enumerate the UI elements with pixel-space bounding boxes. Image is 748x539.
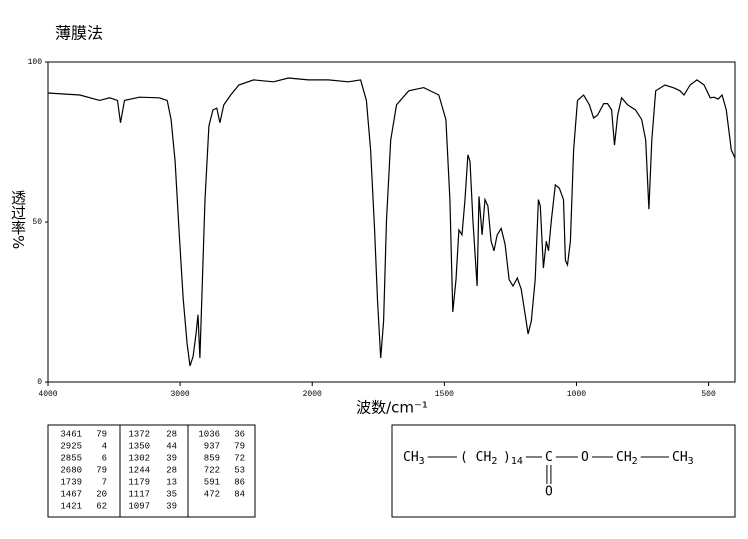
table-cell: 591 (204, 477, 220, 487)
table-cell: 13 (166, 477, 177, 487)
table-cell: 472 (204, 489, 220, 499)
table-cell: 1739 (60, 477, 82, 487)
table-cell: 1372 (128, 429, 150, 439)
table-cell: 20 (96, 489, 107, 499)
spectrum-line (47, 77, 736, 367)
y-axis-label: 透过率% (9, 190, 27, 249)
table-cell: 39 (166, 453, 177, 463)
formula-group: CH3 (403, 450, 425, 468)
formula-text: O (581, 450, 589, 465)
table-cell: 62 (96, 501, 107, 511)
formula-subscript: 3 (688, 456, 694, 467)
x-tick-label: 1500 (435, 390, 454, 399)
formula-subscript: 3 (419, 456, 425, 467)
table-cell: 3461 (60, 429, 82, 439)
formula-subscript: 2 (491, 456, 497, 467)
formula-text: CH (616, 450, 632, 465)
table-cell: 1302 (128, 453, 150, 463)
table-cell: 53 (234, 465, 245, 475)
formula-frame (391, 424, 736, 518)
table-cell: 35 (166, 489, 177, 499)
formula-group: C (545, 450, 553, 465)
y-tick-label: 100 (28, 58, 43, 67)
table-cell: 86 (234, 477, 245, 487)
table-cell: 1467 (60, 489, 82, 499)
table-cell: 39 (166, 501, 177, 511)
table-cell: 1421 (60, 501, 82, 511)
table-cell: 79 (234, 441, 245, 451)
table-cell: 1036 (198, 429, 220, 439)
formula-group: CH3 (672, 450, 694, 468)
x-tick-label: 500 (701, 390, 716, 399)
table-cell: 2925 (60, 441, 82, 451)
y-tick-label: 0 (37, 378, 42, 387)
table-cell: 7 (102, 477, 107, 487)
formula-group: CH2 (616, 450, 638, 468)
x-tick-label: 2000 (303, 390, 322, 399)
table-cell: 722 (204, 465, 220, 475)
x-tick-label: 4000 (38, 390, 57, 399)
table-cell: 28 (166, 465, 177, 475)
table-cell: 2855 (60, 453, 82, 463)
formula-text: ) (503, 450, 511, 465)
formula-text: ( CH (460, 450, 491, 465)
formula-subscript: 14 (511, 456, 523, 467)
formula-group: ( CH2 (460, 450, 497, 468)
table-cell: 6 (102, 453, 107, 463)
table-cell: 79 (96, 429, 107, 439)
formula-text: C (545, 450, 553, 465)
formula-subscript: 2 (632, 456, 638, 467)
y-tick-label: 50 (32, 218, 42, 227)
table-cell: 1179 (128, 477, 150, 487)
x-axis-label: 波数/cm⁻¹ (356, 399, 428, 417)
peak-table-frame (47, 424, 256, 518)
table-cell: 859 (204, 453, 220, 463)
formula-text: CH (672, 450, 688, 465)
table-cell: 36 (234, 429, 245, 439)
x-tick-label: 3000 (171, 390, 190, 399)
table-cell: 84 (234, 489, 245, 499)
table-cell: 4 (102, 441, 107, 451)
table-cell: 72 (234, 453, 245, 463)
formula-group: O (581, 450, 589, 465)
table-cell: 1244 (128, 465, 150, 475)
table-cell: 1117 (128, 489, 150, 499)
formula-carbonyl-o: O (545, 485, 553, 500)
x-tick-label: 1000 (567, 390, 586, 399)
plot-frame (47, 61, 736, 383)
formula-group: )14 (503, 450, 523, 468)
table-cell: 44 (166, 441, 177, 451)
table-cell: 2680 (60, 465, 82, 475)
table-cell: 1350 (128, 441, 150, 451)
table-cell: 937 (204, 441, 220, 451)
formula-text: CH (403, 450, 419, 465)
table-cell: 1097 (128, 501, 150, 511)
table-cell: 79 (96, 465, 107, 475)
chart-title: 薄膜法 (55, 24, 103, 43)
table-cell: 28 (166, 429, 177, 439)
